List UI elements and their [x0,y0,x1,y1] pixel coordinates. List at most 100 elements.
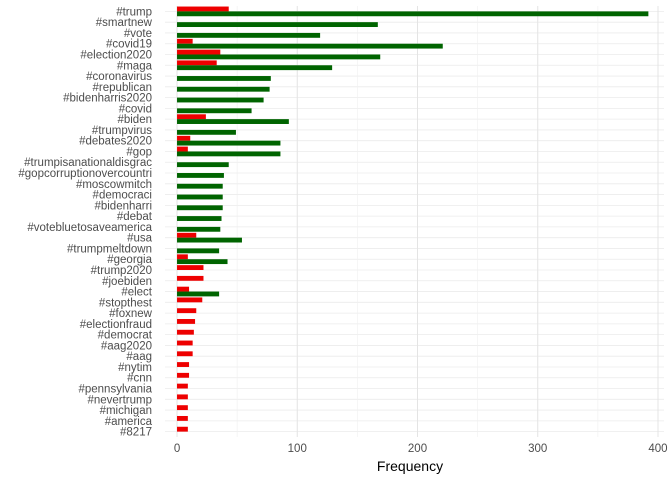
y-tick-label: #trump2020 [91,265,152,277]
bar [177,329,194,335]
bar [177,54,381,60]
bar [177,114,206,120]
bar [177,151,281,157]
y-tick-label: #trumpisanationaldisgrac [24,157,152,169]
y-tick-label: #georgia [107,254,152,266]
bar [177,60,217,66]
bar [177,226,221,232]
bar [177,394,188,400]
y-tick-label: #michigan [100,405,152,417]
y-tick-label: #debat [117,211,153,223]
bar [177,65,333,71]
x-axis-title: Frequency [377,458,443,474]
y-tick-label: #elect [121,287,152,299]
bar [177,232,197,238]
bar [177,183,223,189]
bar [177,254,188,260]
bar [177,265,204,270]
y-tick-label: #bidenharris2020 [63,93,152,105]
y-tick-label: #moscowmitch [76,179,152,191]
bar [177,146,188,152]
y-tick-label: #trumpmeltdown [67,243,152,255]
y-tick-label: #nevertrump [87,394,152,406]
bar [177,38,193,44]
y-tick-label: #republican [93,82,152,94]
y-tick-label: #covid [119,103,152,115]
y-tick-labels: #trump#smartnew#vote#covid19#election202… [18,6,152,438]
y-tick-label: #cnn [127,373,152,385]
bar [177,415,188,421]
y-tick-label: #foxnew [109,308,153,320]
y-tick-label: #trumpvirus [92,125,152,137]
bar [177,22,378,28]
y-tick-label: #coronavirus [86,71,152,83]
bar [177,205,223,211]
y-tick-label: #democraci [93,190,152,202]
y-tick-label: #stopthest [99,297,153,309]
bar [177,129,236,135]
bar [177,259,228,265]
y-tick-label: #electionfraud [80,319,152,331]
bar [177,11,649,17]
bar [177,291,220,297]
y-tick-label: #covid19 [106,39,152,51]
y-tick-label: #democrat [98,330,153,342]
y-tick-label: #america [105,416,153,428]
bar [177,275,204,281]
bars [177,6,649,432]
bar [177,237,242,243]
x-tick-label: 400 [648,443,667,455]
bar [177,135,191,141]
bar [177,426,188,432]
y-tick-label: #aag [126,351,152,363]
x-tick-label: 200 [408,443,427,455]
y-tick-label: #8217 [120,427,152,439]
bar [177,194,223,200]
y-tick-label: #biden [117,114,152,126]
y-tick-label: #smartnew [96,17,153,29]
bar [177,140,281,146]
y-tick-label: #nytim [118,362,152,374]
bar [177,248,220,254]
bar [177,6,229,12]
bar [177,49,221,55]
bar [177,76,271,81]
bar [177,86,270,92]
y-tick-label: #usa [127,233,153,245]
y-tick-label: #votebluetosaveamerica [27,222,152,234]
y-tick-label: #trump [116,6,152,18]
x-tick-label: 300 [528,443,547,455]
bar [177,351,193,357]
bar [177,173,224,178]
y-tick-label: #aag2020 [101,340,152,352]
bar [177,108,252,114]
y-tick-label: #pennsylvania [78,384,152,396]
bar [177,372,190,378]
x-tick-label: 100 [288,443,307,455]
bar [177,340,193,346]
bar [177,362,190,367]
y-tick-label: #vote [124,28,152,40]
y-tick-label: #gopcorruptionovercountri [18,168,152,180]
bar [177,405,188,411]
x-tick-labels: 0 100 200 300 400 [174,443,668,455]
bar [177,97,264,103]
bar [177,43,443,49]
bar [177,297,203,303]
bar [177,162,229,168]
y-tick-label: #joebiden [102,276,152,288]
y-tick-label: #gop [126,146,152,158]
y-tick-label: #bidenharri [94,200,152,212]
bar [177,119,289,124]
x-tick-label: 0 [174,443,180,455]
bar [177,319,196,324]
bar [177,383,188,389]
bar [177,216,222,221]
y-tick-label: #election2020 [80,49,152,61]
bar [177,286,190,292]
y-tick-label: #debates2020 [79,136,152,148]
bar [177,308,197,314]
